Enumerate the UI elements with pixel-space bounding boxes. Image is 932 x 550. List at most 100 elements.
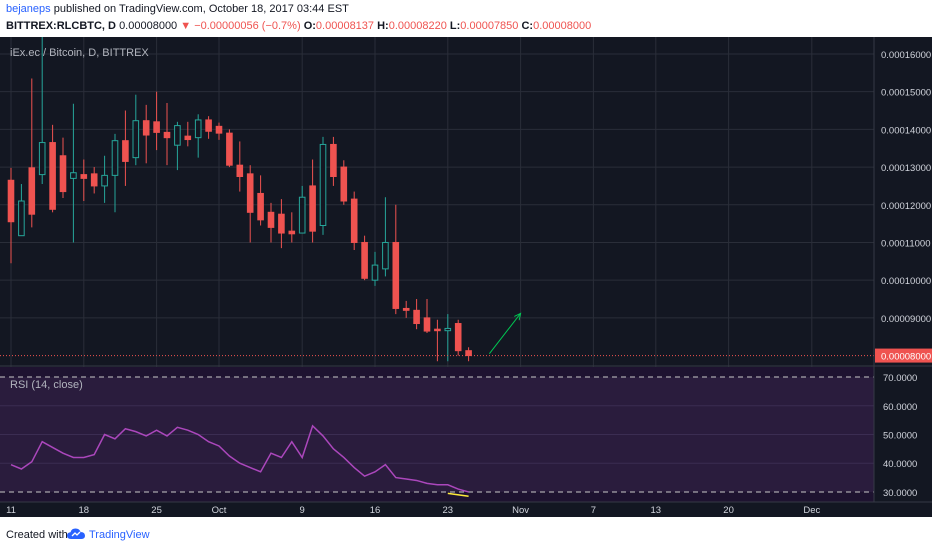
time-axis-tick: 9	[300, 505, 305, 516]
close-value: 0.00008000	[533, 20, 592, 32]
tradingview-brand-link[interactable]: TradingView	[89, 529, 150, 541]
last-price-tag	[875, 348, 932, 363]
rsi-axis-tick: 70.0000	[883, 373, 917, 384]
price-axis-tick: 0.00016000	[881, 50, 931, 61]
candle-body	[257, 192, 264, 221]
candle-body	[267, 211, 275, 228]
time-axis-tick: 23	[443, 505, 454, 516]
rsi-line	[10, 424, 469, 493]
candle-body	[101, 174, 108, 187]
time-axis-tick: 7	[591, 505, 596, 516]
candle-body	[236, 164, 244, 177]
rsi-band-group	[0, 367, 874, 502]
candle-body	[184, 135, 192, 141]
high-label: H:	[377, 20, 389, 32]
time-axis-tick: 16	[370, 505, 381, 516]
candle-body	[174, 125, 181, 146]
time-axis-tick: 20	[723, 505, 734, 516]
price-axis-tick: 0.00010000	[881, 276, 931, 287]
time-axis-tick: Nov	[512, 505, 529, 516]
price-chart-title: iEx.ec / Bitcoin, D, BITTREX	[10, 47, 149, 59]
rsi-axis-tick: 40.0000	[883, 459, 917, 470]
candle-body	[298, 196, 306, 234]
candle-body	[205, 119, 212, 132]
candle-body	[246, 173, 254, 213]
candle-body	[226, 132, 233, 166]
trend-arrow-head	[514, 312, 522, 321]
rsi-axis-tick: 60.0000	[883, 402, 917, 413]
chart-canvas[interactable]: 0.00016000 0.00015000 0.00014000 0.00013000…	[0, 37, 932, 517]
candle-body	[90, 173, 98, 187]
candle-body	[122, 140, 129, 162]
time-axis-tick: Oct	[212, 505, 227, 516]
candle-body	[7, 179, 15, 223]
high-value: 0.00008220	[388, 20, 447, 32]
price-axis-tick: 0.00015000	[881, 88, 931, 99]
candle-body	[350, 198, 358, 243]
candle-body	[163, 131, 171, 139]
candle-body	[278, 213, 285, 234]
time-axis-tick: Dec	[803, 505, 820, 516]
candle-body	[361, 241, 368, 279]
open-label: O:	[303, 20, 316, 32]
rsi-divergence-marker	[447, 492, 469, 497]
candle-body	[371, 264, 379, 281]
price-axis-tick: 0.00014000	[881, 125, 931, 136]
candle-body	[330, 143, 337, 177]
created-with-text: Created with	[6, 529, 68, 541]
candle-body	[319, 143, 327, 227]
candle-body	[142, 120, 150, 136]
low-value: 0.00007850	[460, 20, 519, 32]
time-axis-tick: 18	[79, 505, 90, 516]
chart-area[interactable]: 0.00016000 0.00015000 0.00014000 0.00013000…	[0, 37, 932, 517]
rsi-group	[10, 424, 469, 497]
author-link[interactable]: bejaneps	[6, 3, 51, 15]
symbol-info-line: BITTREX:RLCBTC, D 0.00008000 ▼ −0.000000…	[6, 20, 591, 32]
candle-body	[454, 323, 462, 352]
price-axis-tick: 0.00009000	[881, 314, 931, 325]
candle-body	[309, 185, 316, 232]
candle-body	[288, 230, 296, 235]
cloud-icon	[67, 528, 85, 539]
candle-body	[444, 327, 452, 332]
candle-body	[38, 142, 46, 176]
low-label: L:	[449, 20, 461, 32]
candle-body	[413, 309, 420, 325]
candle-body	[132, 120, 140, 159]
publish-header: bejaneps published on TradingView.com, O…	[0, 0, 932, 37]
candle-body	[392, 241, 400, 309]
axes-group: 0.00016000 0.00015000 0.00014000 0.00013000…	[0, 37, 932, 516]
symbol-label: BITTREX:RLCBTC, D	[6, 20, 116, 32]
publish-line: bejaneps published on TradingView.com, O…	[6, 3, 349, 15]
time-axis-tick: 11	[6, 505, 16, 516]
candle-body	[382, 241, 389, 270]
last-price: 0.00008000	[119, 20, 178, 32]
price-axis-tick: 0.00012000	[881, 201, 931, 212]
candle-body	[153, 121, 160, 133]
price-axis-tick: 0.00011000	[881, 238, 931, 249]
time-axis-tick: 13	[651, 505, 662, 516]
candle-body	[194, 119, 202, 139]
candle-body	[28, 167, 36, 215]
candle-body	[59, 155, 67, 193]
rsi-axis-tick: 50.0000	[883, 431, 917, 442]
candle-body	[49, 142, 56, 210]
close-label: C:	[521, 20, 534, 32]
candle-body	[70, 172, 77, 179]
rsi-axis-tick: 30.0000	[883, 488, 917, 499]
candle-body	[434, 328, 441, 332]
published-info: published on TradingView.com, October 18…	[53, 3, 349, 15]
candle-body	[215, 125, 223, 134]
price-axis-tick: 0.00013000	[881, 163, 931, 174]
candle-body	[111, 140, 119, 176]
candle-body	[80, 174, 88, 179]
open-value: 0.00008137	[315, 20, 375, 32]
trend-arrow	[489, 313, 521, 354]
time-axis-tick: 25	[151, 505, 162, 516]
down-arrow-icon: ▼	[180, 20, 192, 32]
candle-body	[340, 166, 348, 202]
candles-group	[0, 37, 874, 362]
price-change: −0.00000056 (−0.7%)	[194, 20, 301, 32]
candle-body	[18, 200, 25, 237]
candle-body	[465, 350, 472, 357]
